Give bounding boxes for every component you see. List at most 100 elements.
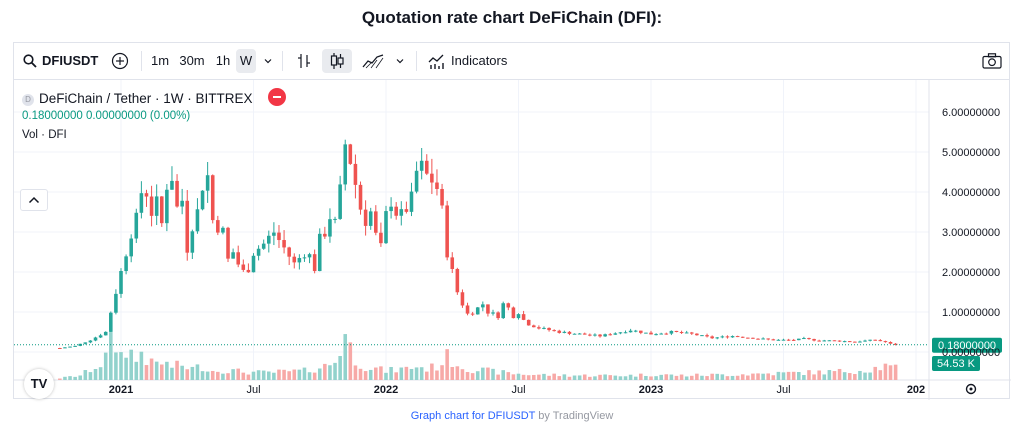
- volume-bar: [842, 372, 847, 380]
- volume-bar: [781, 372, 786, 380]
- volume-bar: [83, 370, 88, 380]
- volume-bar: [506, 372, 511, 380]
- chevron-down-icon[interactable]: [392, 49, 408, 73]
- candle-body: [633, 330, 638, 332]
- area-chart-style-icon[interactable]: [360, 49, 386, 73]
- indicators-icon[interactable]: [426, 49, 446, 73]
- y-axis-tick-label: 6.00000000: [942, 107, 1000, 119]
- candle-body: [205, 175, 210, 191]
- candle-body: [603, 334, 607, 337]
- volume-bar: [302, 367, 307, 380]
- volume-bar: [450, 367, 455, 380]
- candle-body: [746, 337, 750, 339]
- candles-chart-style-icon[interactable]: [322, 49, 352, 73]
- symbol-search-button[interactable]: DFIUSDT: [42, 53, 99, 68]
- candle-body: [720, 336, 725, 338]
- volume-bar: [404, 366, 409, 380]
- chart-area[interactable]: 0.18000000 54.53 K 6.00000000 5.00000000 4.…: [14, 80, 1011, 400]
- candle-body: [190, 231, 195, 253]
- candle-body: [63, 347, 67, 349]
- chevron-down-icon[interactable]: [260, 49, 276, 73]
- candle-body: [832, 340, 837, 342]
- candle-body: [797, 338, 801, 341]
- volume-bar: [292, 369, 297, 380]
- price-chart-svg[interactable]: 0.18000000 54.53 K 6.00000000 5.00000000 4.…: [14, 80, 1011, 400]
- volume-bar: [465, 372, 470, 380]
- page-title: Quotation rate chart DeFiChain (DFI):: [361, 8, 663, 27]
- candle-body: [511, 307, 516, 319]
- volume-bar: [440, 365, 444, 380]
- volume-bar: [261, 370, 266, 380]
- interval-1h-button[interactable]: 1h: [215, 53, 231, 68]
- volume-bar: [455, 366, 460, 380]
- candle-body: [277, 232, 281, 241]
- candle-body: [267, 235, 271, 244]
- bar-chart-style-icon[interactable]: [290, 49, 318, 73]
- volume-bar: [435, 370, 439, 380]
- candle-body: [853, 341, 857, 343]
- candle-body: [216, 220, 220, 233]
- candle-body: [98, 335, 103, 338]
- candle-body: [781, 339, 786, 341]
- candle-body: [812, 338, 816, 341]
- candle-body: [144, 193, 149, 197]
- candle-body: [419, 160, 424, 171]
- remove-indicator-icon[interactable]: [268, 88, 287, 106]
- interval-1m-button[interactable]: 1m: [150, 53, 170, 68]
- volume-bar: [878, 370, 883, 380]
- settings-gear-icon[interactable]: [965, 383, 977, 395]
- candle-body: [175, 180, 179, 207]
- interval-30m-button[interactable]: 30m: [179, 53, 205, 68]
- volume-bar: [190, 366, 195, 380]
- volume-bar: [445, 349, 449, 380]
- footer-chart-link[interactable]: Graph chart for DFIUSDT: [410, 410, 536, 422]
- interval-w-button[interactable]: W: [236, 49, 256, 73]
- candle-body: [771, 339, 776, 341]
- tradingview-logo[interactable]: TV: [24, 369, 54, 399]
- volume-bar: [623, 376, 628, 380]
- volume-bar: [399, 367, 404, 380]
- compare-add-icon[interactable]: [108, 49, 132, 73]
- volume-bar: [210, 370, 215, 380]
- candle-body: [491, 312, 495, 314]
- candle-body: [623, 332, 628, 334]
- search-icon[interactable]: [22, 49, 38, 73]
- candle-body: [751, 337, 755, 339]
- camera-icon[interactable]: [980, 49, 1004, 73]
- volume-bar: [659, 374, 663, 380]
- candle-body: [414, 170, 419, 192]
- volume-bar: [771, 375, 776, 380]
- volume-bar: [379, 366, 383, 380]
- volume-bar: [557, 376, 562, 380]
- volume-bar: [893, 364, 898, 380]
- last-volume-label-bg: [932, 356, 980, 371]
- volume-bar: [149, 358, 154, 380]
- candle-body: [236, 252, 240, 265]
- volume-bar: [256, 370, 261, 380]
- volume-bar: [221, 373, 225, 380]
- candle-body: [154, 196, 159, 216]
- volume-bar: [868, 372, 872, 380]
- volume-bar: [231, 369, 235, 380]
- volume-bar: [389, 366, 393, 380]
- indicators-button[interactable]: Indicators: [451, 53, 508, 68]
- volume-bar: [251, 371, 256, 380]
- candle-body: [379, 232, 383, 244]
- volume-bar: [684, 376, 689, 380]
- volume-bar: [511, 374, 516, 380]
- candle-body: [297, 257, 302, 263]
- volume-bar: [812, 374, 816, 380]
- gear-ring: [965, 383, 977, 395]
- volume-bar: [776, 371, 781, 380]
- volume-bar: [725, 376, 730, 380]
- candle-body: [170, 180, 174, 190]
- candle-body: [521, 314, 526, 320]
- candle-body: [455, 268, 460, 293]
- volume-bar: [236, 368, 240, 380]
- volume-bar: [277, 369, 281, 380]
- volume-bar: [272, 372, 276, 380]
- volume-bar: [802, 375, 806, 380]
- collapse-legend-button[interactable]: [20, 189, 48, 211]
- candle-body: [766, 338, 770, 340]
- candle-body: [526, 319, 531, 326]
